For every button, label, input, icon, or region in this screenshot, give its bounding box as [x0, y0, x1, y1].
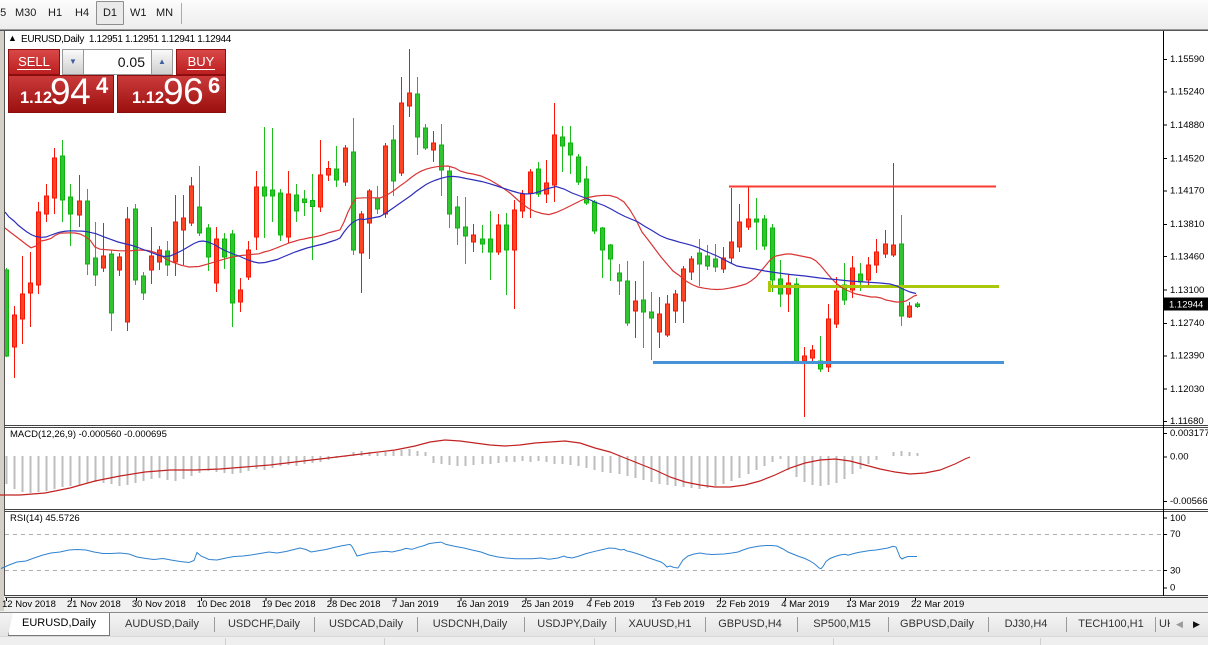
svg-text:1.12944: 1.12944 [1169, 300, 1203, 311]
svg-text:RSI(14) 45.5726: RSI(14) 45.5726 [10, 513, 80, 524]
svg-text:1.11680: 1.11680 [1170, 416, 1204, 427]
svg-text:30: 30 [1170, 565, 1181, 576]
svg-text:4 Mar 2019: 4 Mar 2019 [781, 599, 829, 610]
svg-text:1.15240: 1.15240 [1170, 87, 1204, 98]
svg-text:70: 70 [1170, 529, 1181, 540]
svg-text:19 Dec 2018: 19 Dec 2018 [262, 599, 316, 610]
svg-text:1.12740: 1.12740 [1170, 318, 1204, 329]
svg-text:7 Jan 2019: 7 Jan 2019 [392, 599, 439, 610]
svg-text:1.15590: 1.15590 [1170, 54, 1204, 65]
svg-text:1.14880: 1.14880 [1170, 120, 1204, 131]
svg-text:100: 100 [1170, 513, 1186, 524]
svg-text:13 Feb 2019: 13 Feb 2019 [651, 599, 704, 610]
svg-text:1.14520: 1.14520 [1170, 153, 1204, 164]
svg-text:16 Jan 2019: 16 Jan 2019 [457, 599, 509, 610]
svg-text:1.12390: 1.12390 [1170, 351, 1204, 362]
svg-text:10 Dec 2018: 10 Dec 2018 [197, 599, 251, 610]
svg-text:12 Nov 2018: 12 Nov 2018 [2, 599, 56, 610]
svg-text:30 Nov 2018: 30 Nov 2018 [132, 599, 186, 610]
svg-text:4 Feb 2019: 4 Feb 2019 [586, 599, 634, 610]
svg-text:1.12030: 1.12030 [1170, 384, 1204, 395]
svg-text:21 Nov 2018: 21 Nov 2018 [67, 599, 121, 610]
svg-text:-0.00566: -0.00566 [1170, 496, 1208, 507]
svg-text:13 Mar 2019: 13 Mar 2019 [846, 599, 899, 610]
svg-text:22 Feb 2019: 22 Feb 2019 [716, 599, 769, 610]
svg-text:25 Jan 2019: 25 Jan 2019 [521, 599, 573, 610]
svg-text:1.13460: 1.13460 [1170, 251, 1204, 262]
svg-text:0.00: 0.00 [1170, 452, 1189, 463]
svg-text:28 Dec 2018: 28 Dec 2018 [327, 599, 381, 610]
svg-text:1.13100: 1.13100 [1170, 285, 1204, 296]
svg-text:0.003177: 0.003177 [1170, 428, 1208, 439]
svg-text:22 Mar 2019: 22 Mar 2019 [911, 599, 964, 610]
svg-text:MACD(12,26,9) -0.000560 -0.000: MACD(12,26,9) -0.000560 -0.000695 [10, 429, 167, 440]
svg-text:0: 0 [1170, 583, 1175, 594]
svg-text:1.13810: 1.13810 [1170, 219, 1204, 230]
svg-text:1.14170: 1.14170 [1170, 186, 1204, 197]
